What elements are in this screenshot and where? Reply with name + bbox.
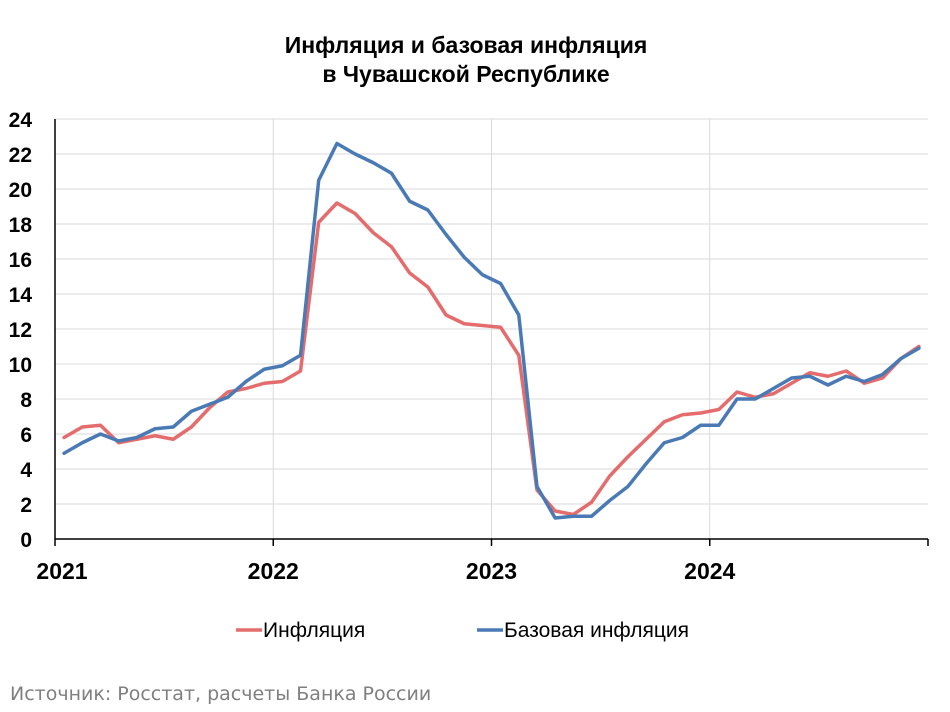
y-tick-label: 2 (20, 494, 32, 517)
chart-title-line-2: в Чувашской Республике (322, 61, 609, 87)
x-tick-labels: 2021 2022 2023 2024 (36, 558, 735, 584)
chart-title-line-1: Инфляция и базовая инфляция (285, 32, 648, 58)
y-tick-label: 12 (9, 319, 32, 342)
y-tick-label: 14 (9, 284, 33, 307)
legend: Инфляция Базовая инфляция (236, 619, 689, 642)
x-tick-label: 2024 (684, 558, 735, 584)
legend-label-0: Инфляция (263, 619, 365, 642)
y-tick-label: 6 (20, 424, 32, 447)
y-tick-label: 8 (20, 389, 32, 412)
series-line-1 (62, 141, 921, 520)
y-tick-label: 20 (9, 179, 32, 202)
y-tick-label: 22 (9, 144, 32, 167)
series-line-0 (62, 201, 921, 517)
y-tick-label: 16 (9, 249, 32, 272)
series-lines (62, 141, 921, 520)
x-tick-label: 2023 (466, 558, 517, 584)
y-tick-label: 4 (20, 459, 32, 482)
gridlines (55, 118, 928, 539)
legend-label-1: Базовая инфляция (504, 619, 689, 642)
x-tick-label: 2022 (248, 558, 299, 584)
y-tick-label: 18 (9, 214, 33, 237)
y-tick-label: 0 (20, 529, 32, 552)
axes (54, 119, 929, 546)
y-tick-label: 10 (9, 354, 32, 377)
y-tick-label: 24 (9, 109, 33, 132)
source-note: Источник: Росстат, расчеты Банка России (10, 683, 432, 705)
x-tick-label: 2021 (36, 558, 87, 584)
